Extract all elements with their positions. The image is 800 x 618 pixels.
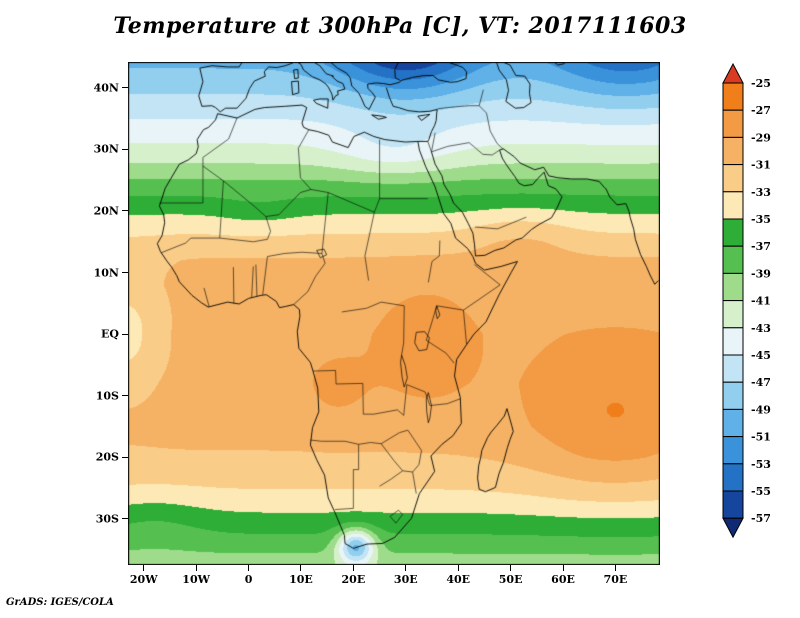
x-tick [562,565,564,571]
y-tick-label: 30S [95,512,119,526]
colorbar-segment [722,436,744,465]
y-tick-label: 20N [93,204,119,218]
x-tick [143,565,145,571]
colorbar-segment [722,300,744,329]
colorbar-segment [722,408,744,438]
x-tick-label: 50E [498,573,523,586]
colorbar-segment [722,109,744,138]
colorbar-label: -31 [751,159,771,172]
y-tick [122,333,128,335]
x-tick [405,565,407,571]
y-tick-label: 10S [95,389,119,403]
colorbar: -25 -27 -29 -31 -33 -35 -37 -39 -41 -43 -45 -47 -49 -… [722,62,786,544]
y-tick-label: 20S [95,450,119,464]
colorbar-segment [722,490,744,519]
colorbar-arrow-down-icon [722,517,744,539]
credit-text: GrADS: IGES/COLA [6,597,114,608]
colorbar-label: -45 [751,349,771,362]
colorbar-segment [722,463,744,492]
x-tick [352,565,354,571]
y-tick [122,210,128,212]
y-tick-label: EQ [101,327,119,341]
x-tick [457,565,459,571]
x-tick [510,565,512,571]
y-tick [122,272,128,274]
x-tick-label: 70E [603,573,628,586]
colorbar-label: -57 [751,512,771,525]
x-tick [300,565,302,571]
colorbar-label: -29 [751,131,771,144]
x-tick-label: 10E [289,573,313,586]
map-canvas [128,62,660,565]
plot-title: Temperature at 300hPa [C], VT: 201711160… [113,13,687,39]
y-tick [122,148,128,150]
colorbar-label: -25 [751,77,771,90]
x-tick-label: 40E [446,573,471,586]
x-tick-label: 20E [341,573,366,586]
x-tick-label: 30E [393,573,418,586]
colorbar-label: -27 [751,104,771,117]
colorbar-segment [722,164,744,193]
y-tick-label: 10N [93,266,119,280]
colorbar-segment [722,327,744,356]
map-plot: 20W 10W 0 10E 20E 30E 40E 50E 60E 70E 40N 30N 20N 10N… [94,62,660,586]
colorbar-segment [722,191,744,220]
colorbar-segment [722,82,744,111]
x-tick-label: 60E [551,573,575,586]
colorbar-label: -39 [751,267,771,280]
x-tick [614,565,616,571]
x-tick-label: 20W [129,573,158,586]
x-tick-label: 0 [244,573,253,586]
colorbar-segment [722,354,744,383]
colorbar-segment [722,218,744,247]
y-tick [122,87,128,89]
y-tick-label: 30N [93,142,119,156]
colorbar-segment [722,136,744,166]
y-tick [122,456,128,458]
colorbar-label: -43 [751,322,771,335]
colorbar-label: -49 [751,403,771,416]
y-tick [122,518,128,520]
colorbar-label: -53 [751,458,771,471]
colorbar-segment [722,245,744,274]
x-tick-label: 10W [182,573,210,586]
y-tick-label: 40N [93,81,119,95]
x-tick [248,565,250,571]
colorbar-arrow-up-icon [722,62,744,84]
colorbar-label: -51 [751,431,771,444]
colorbar-label: -35 [751,213,771,226]
y-tick [122,395,128,397]
colorbar-label: -37 [751,240,771,253]
colorbar-scale: -25 -27 -29 -31 -33 -35 -37 -39 -41 -43 -45 -47 -49 -… [722,62,771,539]
colorbar-label: -47 [751,376,771,389]
colorbar-label: -33 [751,186,771,199]
colorbar-label: -41 [751,295,771,308]
colorbar-segment [722,381,744,410]
x-tick [195,565,197,571]
colorbar-label: -55 [751,485,771,498]
colorbar-segment [722,272,744,302]
